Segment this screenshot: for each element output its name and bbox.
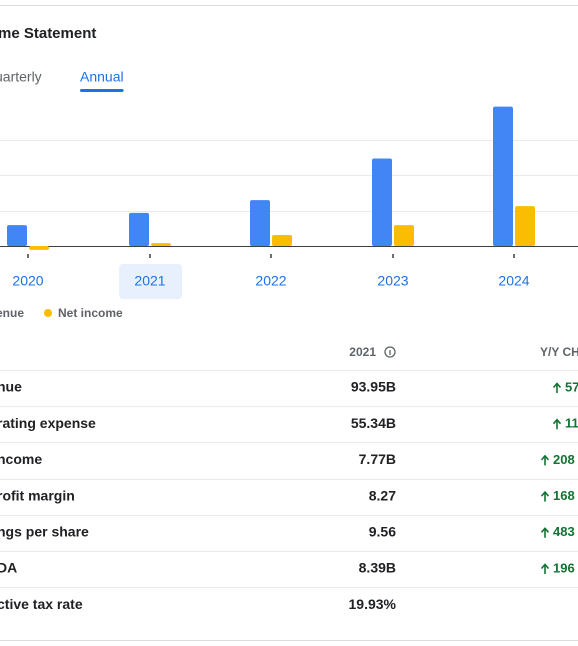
row-value: 9.56: [369, 524, 396, 540]
bar: [272, 235, 292, 246]
row-value: 8.39B: [359, 560, 396, 576]
row-value: 19.93%: [349, 596, 397, 612]
tab[interactable]: uarterly: [0, 69, 42, 85]
legend-label: Net income: [58, 306, 123, 320]
row-label: nue: [0, 379, 22, 395]
bar: [372, 158, 392, 246]
row-label: ctive tax rate: [0, 596, 83, 612]
change-value: 196: [553, 560, 575, 575]
bar: [493, 106, 513, 246]
bar: [29, 246, 49, 250]
bar: [394, 225, 414, 246]
tab[interactable]: Annual: [80, 69, 124, 85]
tabs: uarterly Annual: [0, 69, 124, 92]
up-arrow: [540, 527, 550, 538]
row-label: ngs per share: [0, 524, 89, 540]
bar: [7, 225, 27, 246]
info-icon[interactable]: [384, 346, 396, 358]
title: me Statement: [0, 25, 96, 42]
bar: [151, 243, 171, 246]
x-tick-label[interactable]: 2024: [498, 273, 529, 289]
bar: [129, 212, 149, 246]
selected-category: [119, 264, 182, 299]
tab-underline: [80, 89, 124, 92]
x-tick-label[interactable]: 2020: [12, 273, 43, 289]
change-value: 57: [565, 379, 578, 394]
bar: [250, 200, 270, 246]
change-value: 11: [565, 416, 578, 431]
row-value: 55.34B: [351, 415, 396, 431]
row-value: 8.27: [369, 487, 396, 503]
row-label: ncome: [0, 451, 42, 467]
row-label: rating expense: [0, 415, 96, 431]
legend: enue Net income: [0, 306, 123, 320]
legend-label: enue: [0, 306, 24, 320]
up-arrow: [552, 418, 562, 430]
row-label: DA: [0, 560, 17, 576]
up-arrow: [540, 454, 550, 466]
column-header: Y/Y CH: [540, 345, 578, 359]
column-header: 2021: [349, 345, 376, 359]
x-tick-label[interactable]: 2022: [255, 273, 286, 289]
up-arrow: [540, 563, 550, 574]
change-value: 483: [553, 524, 575, 539]
row-value: 93.95B: [351, 379, 396, 395]
up-arrow: [552, 382, 562, 393]
bar: [515, 206, 535, 246]
x-tick-label[interactable]: 2023: [377, 273, 408, 289]
row-label: rofit margin: [0, 487, 75, 503]
change-value: 168: [553, 488, 575, 503]
row-value: 7.77B: [359, 451, 396, 467]
change-value: 208: [553, 452, 575, 467]
table: 2021 Y/Y CH nue 93.95B 57 rating expense 55.34…: [0, 345, 578, 612]
chart: 2020 2021 2022 2023 2024: [0, 106, 578, 299]
x-tick-label[interactable]: 2021: [134, 273, 165, 289]
up-arrow: [540, 490, 550, 502]
legend-dot: [44, 309, 52, 317]
